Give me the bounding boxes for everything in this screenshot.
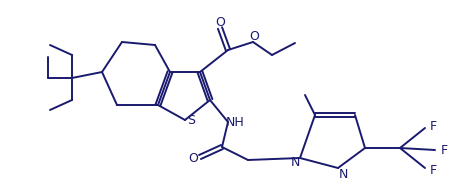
Text: O: O [215, 17, 224, 30]
Text: N: N [337, 168, 347, 180]
Text: O: O [188, 152, 197, 164]
Text: S: S [187, 114, 195, 127]
Text: F: F [429, 164, 436, 177]
Text: F: F [439, 143, 447, 156]
Text: F: F [429, 121, 436, 133]
Text: NH: NH [225, 117, 244, 130]
Text: O: O [248, 30, 258, 43]
Text: N: N [290, 156, 299, 170]
